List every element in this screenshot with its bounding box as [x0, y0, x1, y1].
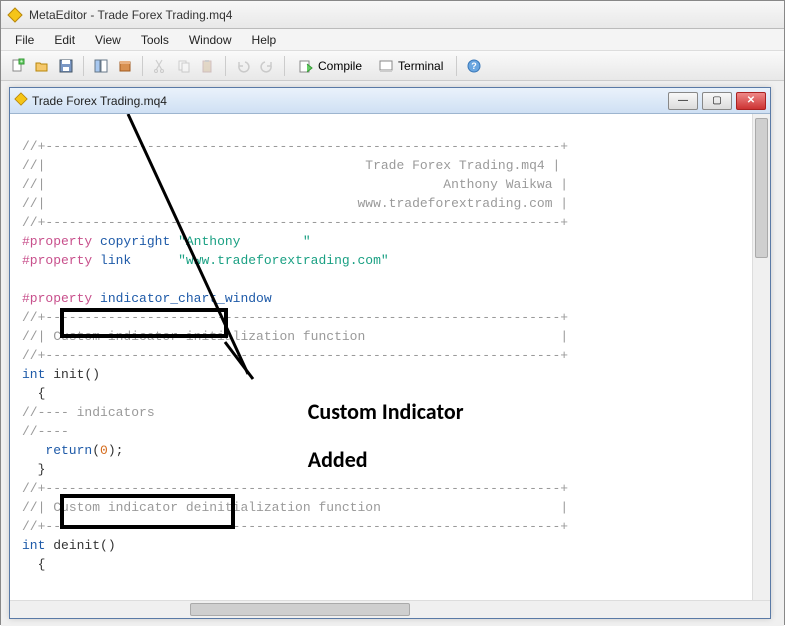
annotation-label: Custom Indicator Added — [258, 376, 464, 496]
redo-button[interactable] — [256, 55, 278, 77]
toolbar: + Compile Terminal ? — [1, 51, 784, 81]
menu-edit[interactable]: Edit — [44, 31, 85, 49]
navigator-button[interactable] — [90, 55, 112, 77]
menu-window[interactable]: Window — [179, 31, 242, 49]
cut-button[interactable] — [149, 55, 171, 77]
code-editor[interactable]: //+-------------------------------------… — [10, 114, 752, 600]
horizontal-scrollbar[interactable] — [10, 600, 770, 618]
annotation-lines — [10, 114, 752, 600]
editor-titlebar: Trade Forex Trading.mq4 — ▢ ✕ — [10, 88, 770, 114]
compile-button[interactable]: Compile — [291, 55, 369, 77]
close-button[interactable]: ✕ — [736, 92, 766, 110]
editor-window: Trade Forex Trading.mq4 — ▢ ✕ //+-------… — [9, 87, 771, 619]
menu-help[interactable]: Help — [242, 31, 287, 49]
main-titlebar: MetaEditor - Trade Forex Trading.mq4 — [1, 1, 784, 29]
menu-file[interactable]: File — [5, 31, 44, 49]
metaeditor-icon — [7, 7, 23, 23]
menu-view[interactable]: View — [85, 31, 131, 49]
editor-title: Trade Forex Trading.mq4 — [32, 94, 167, 108]
app-title: MetaEditor - Trade Forex Trading.mq4 — [29, 8, 232, 22]
mdi-area: Trade Forex Trading.mq4 — ▢ ✕ //+-------… — [1, 81, 784, 626]
open-file-button[interactable] — [31, 55, 53, 77]
toolbar-separator — [284, 56, 285, 76]
toolbar-separator — [142, 56, 143, 76]
hscroll-thumb[interactable] — [190, 603, 410, 616]
menubar: File Edit View Tools Window Help — [1, 29, 784, 51]
undo-button[interactable] — [232, 55, 254, 77]
menu-tools[interactable]: Tools — [131, 31, 179, 49]
annotation-text-line1: Custom Indicator — [308, 398, 464, 425]
compile-label: Compile — [318, 59, 362, 73]
terminal-label: Terminal — [398, 59, 443, 73]
new-file-button[interactable]: + — [7, 55, 29, 77]
svg-text:?: ? — [472, 61, 478, 71]
toolbox-button[interactable] — [114, 55, 136, 77]
toolbar-separator — [225, 56, 226, 76]
paste-button[interactable] — [197, 55, 219, 77]
svg-text:+: + — [20, 59, 23, 65]
help-button[interactable]: ? — [463, 55, 485, 77]
toolbar-separator — [83, 56, 84, 76]
file-icon — [14, 92, 28, 109]
toolbar-separator — [456, 56, 457, 76]
annotation-text-line2: Added — [308, 446, 368, 473]
terminal-button[interactable]: Terminal — [371, 55, 450, 77]
save-button[interactable] — [55, 55, 77, 77]
vertical-scrollbar[interactable] — [752, 114, 770, 600]
minimize-button[interactable]: — — [668, 92, 698, 110]
maximize-button[interactable]: ▢ — [702, 92, 732, 110]
vscroll-thumb[interactable] — [755, 118, 768, 258]
copy-button[interactable] — [173, 55, 195, 77]
